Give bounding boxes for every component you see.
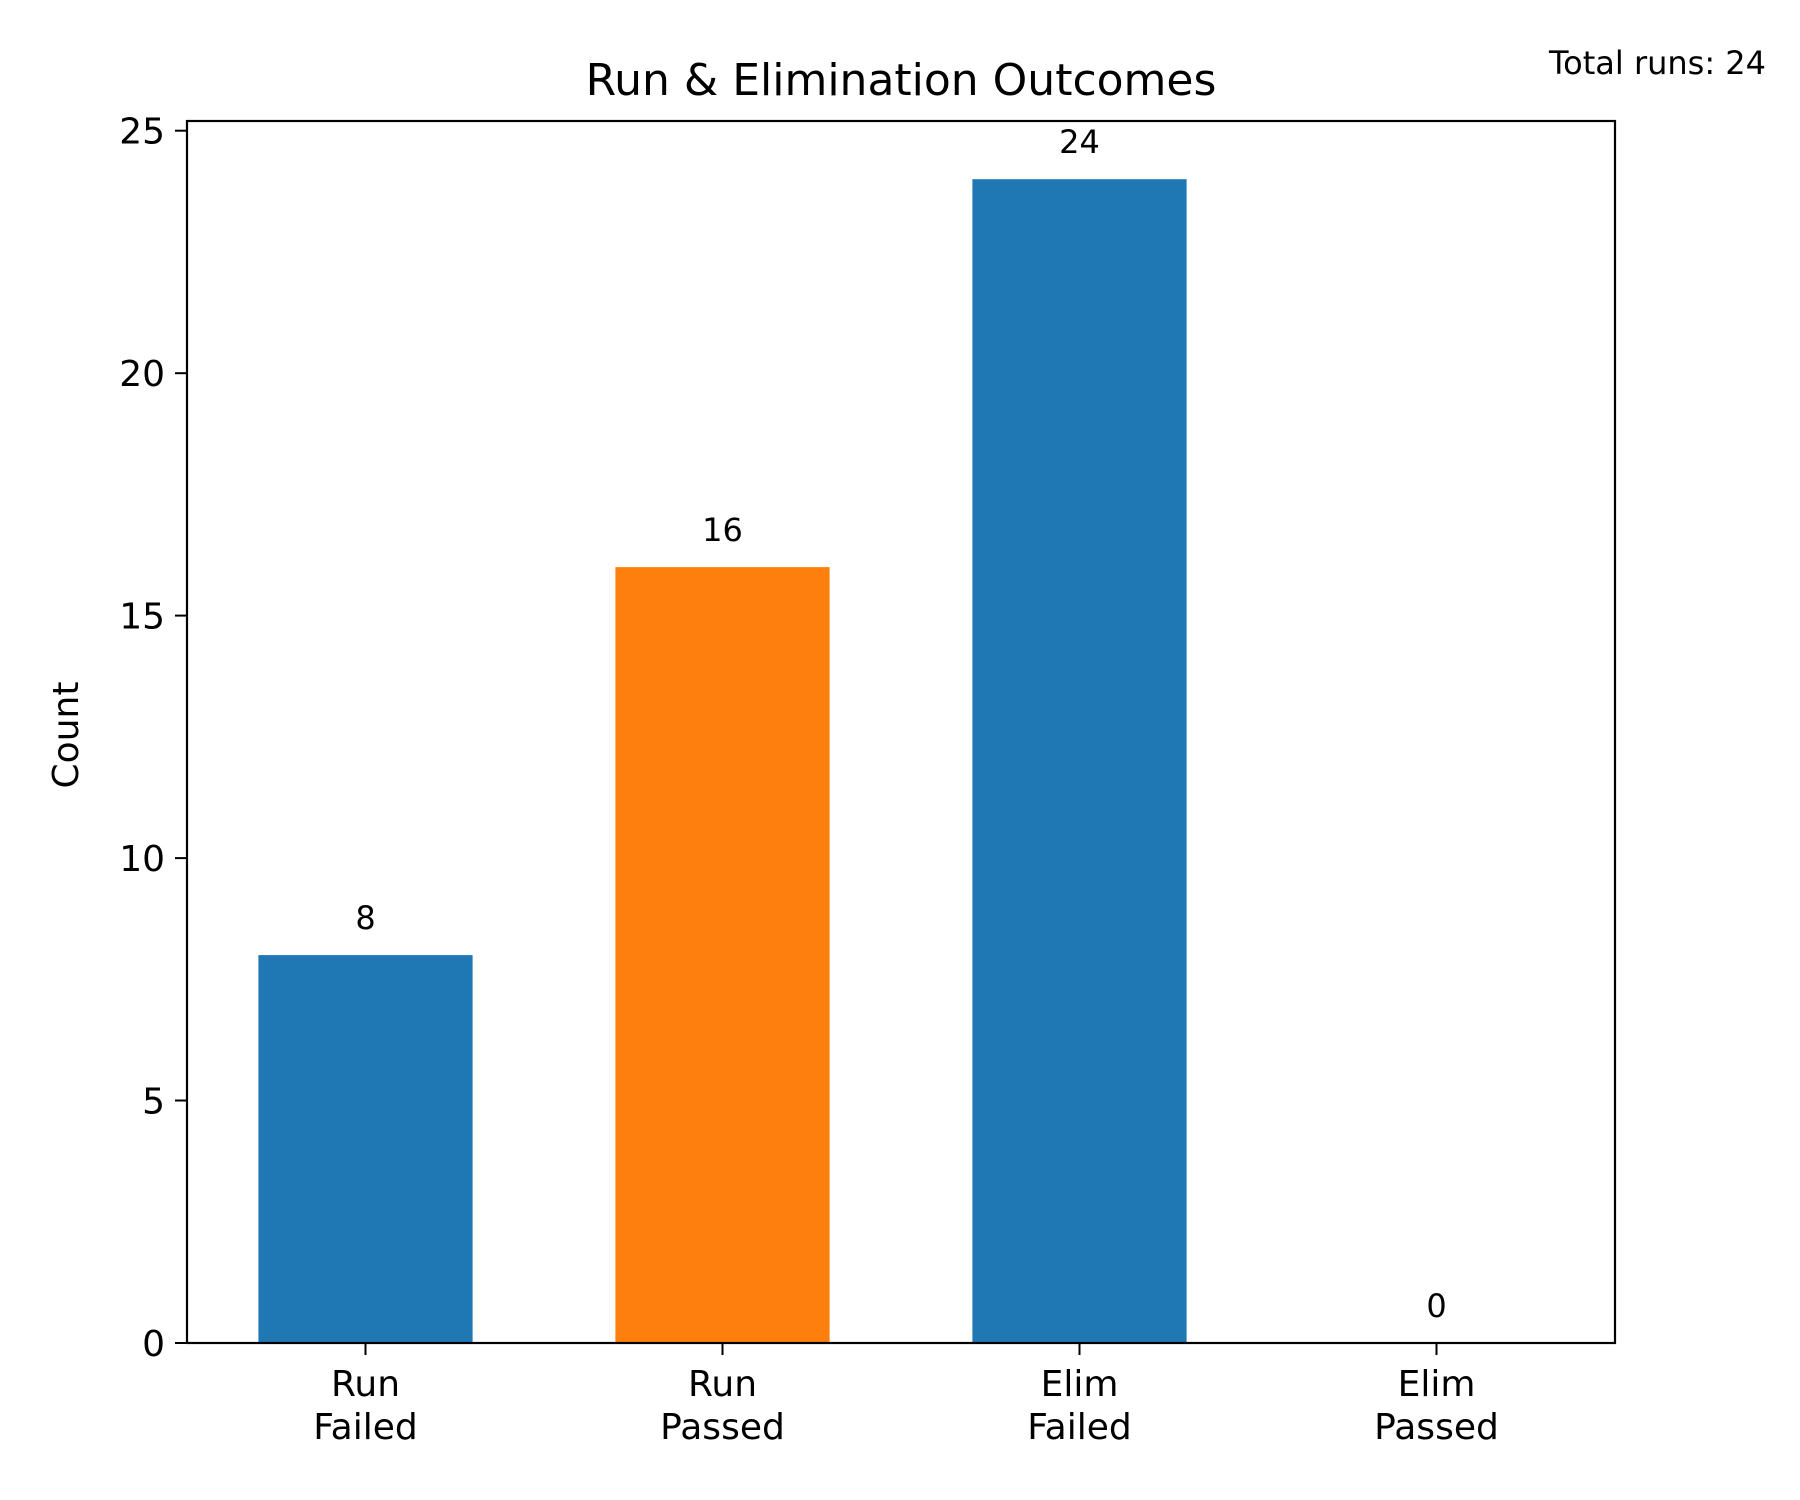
bar-1 — [615, 567, 830, 1343]
bars-layer — [258, 179, 1187, 1344]
y-tick-label-1: 5 — [142, 1082, 165, 1123]
x-tick-label-3: Elim Passed — [1374, 1364, 1499, 1448]
bar-value-label-0: 8 — [355, 899, 375, 937]
y-tick-label-3: 15 — [119, 597, 165, 638]
chart-title: Run & Elimination Outcomes — [586, 55, 1217, 106]
x-tick-label-0: Run Failed — [313, 1364, 417, 1448]
y-axis-label: Count — [46, 682, 87, 789]
bar-value-label-1: 16 — [702, 511, 743, 549]
x-tick-label-2: Elim Failed — [1027, 1364, 1131, 1448]
total-runs-annotation: Total runs: 24 — [1548, 44, 1766, 82]
data-labels-layer: 8 16 24 0 — [355, 123, 1446, 1325]
y-axis: 0 5 10 15 20 25 — [119, 112, 187, 1365]
plot-frame — [185, 119, 1617, 1345]
y-tick-label-2: 10 — [119, 839, 165, 880]
x-tick-label-1: Run Passed — [660, 1364, 785, 1448]
y-tick-label-0: 0 — [142, 1324, 165, 1365]
bar-value-label-2: 24 — [1059, 123, 1100, 161]
bar-value-label-3: 0 — [1426, 1287, 1446, 1325]
x-axis: Run Failed Run Passed Elim Failed Elim Passed — [313, 1343, 1499, 1448]
y-tick-label-4: 20 — [119, 354, 165, 395]
bar-2 — [972, 179, 1187, 1344]
y-tick-label-5: 25 — [119, 112, 165, 153]
bar-0 — [258, 955, 473, 1343]
